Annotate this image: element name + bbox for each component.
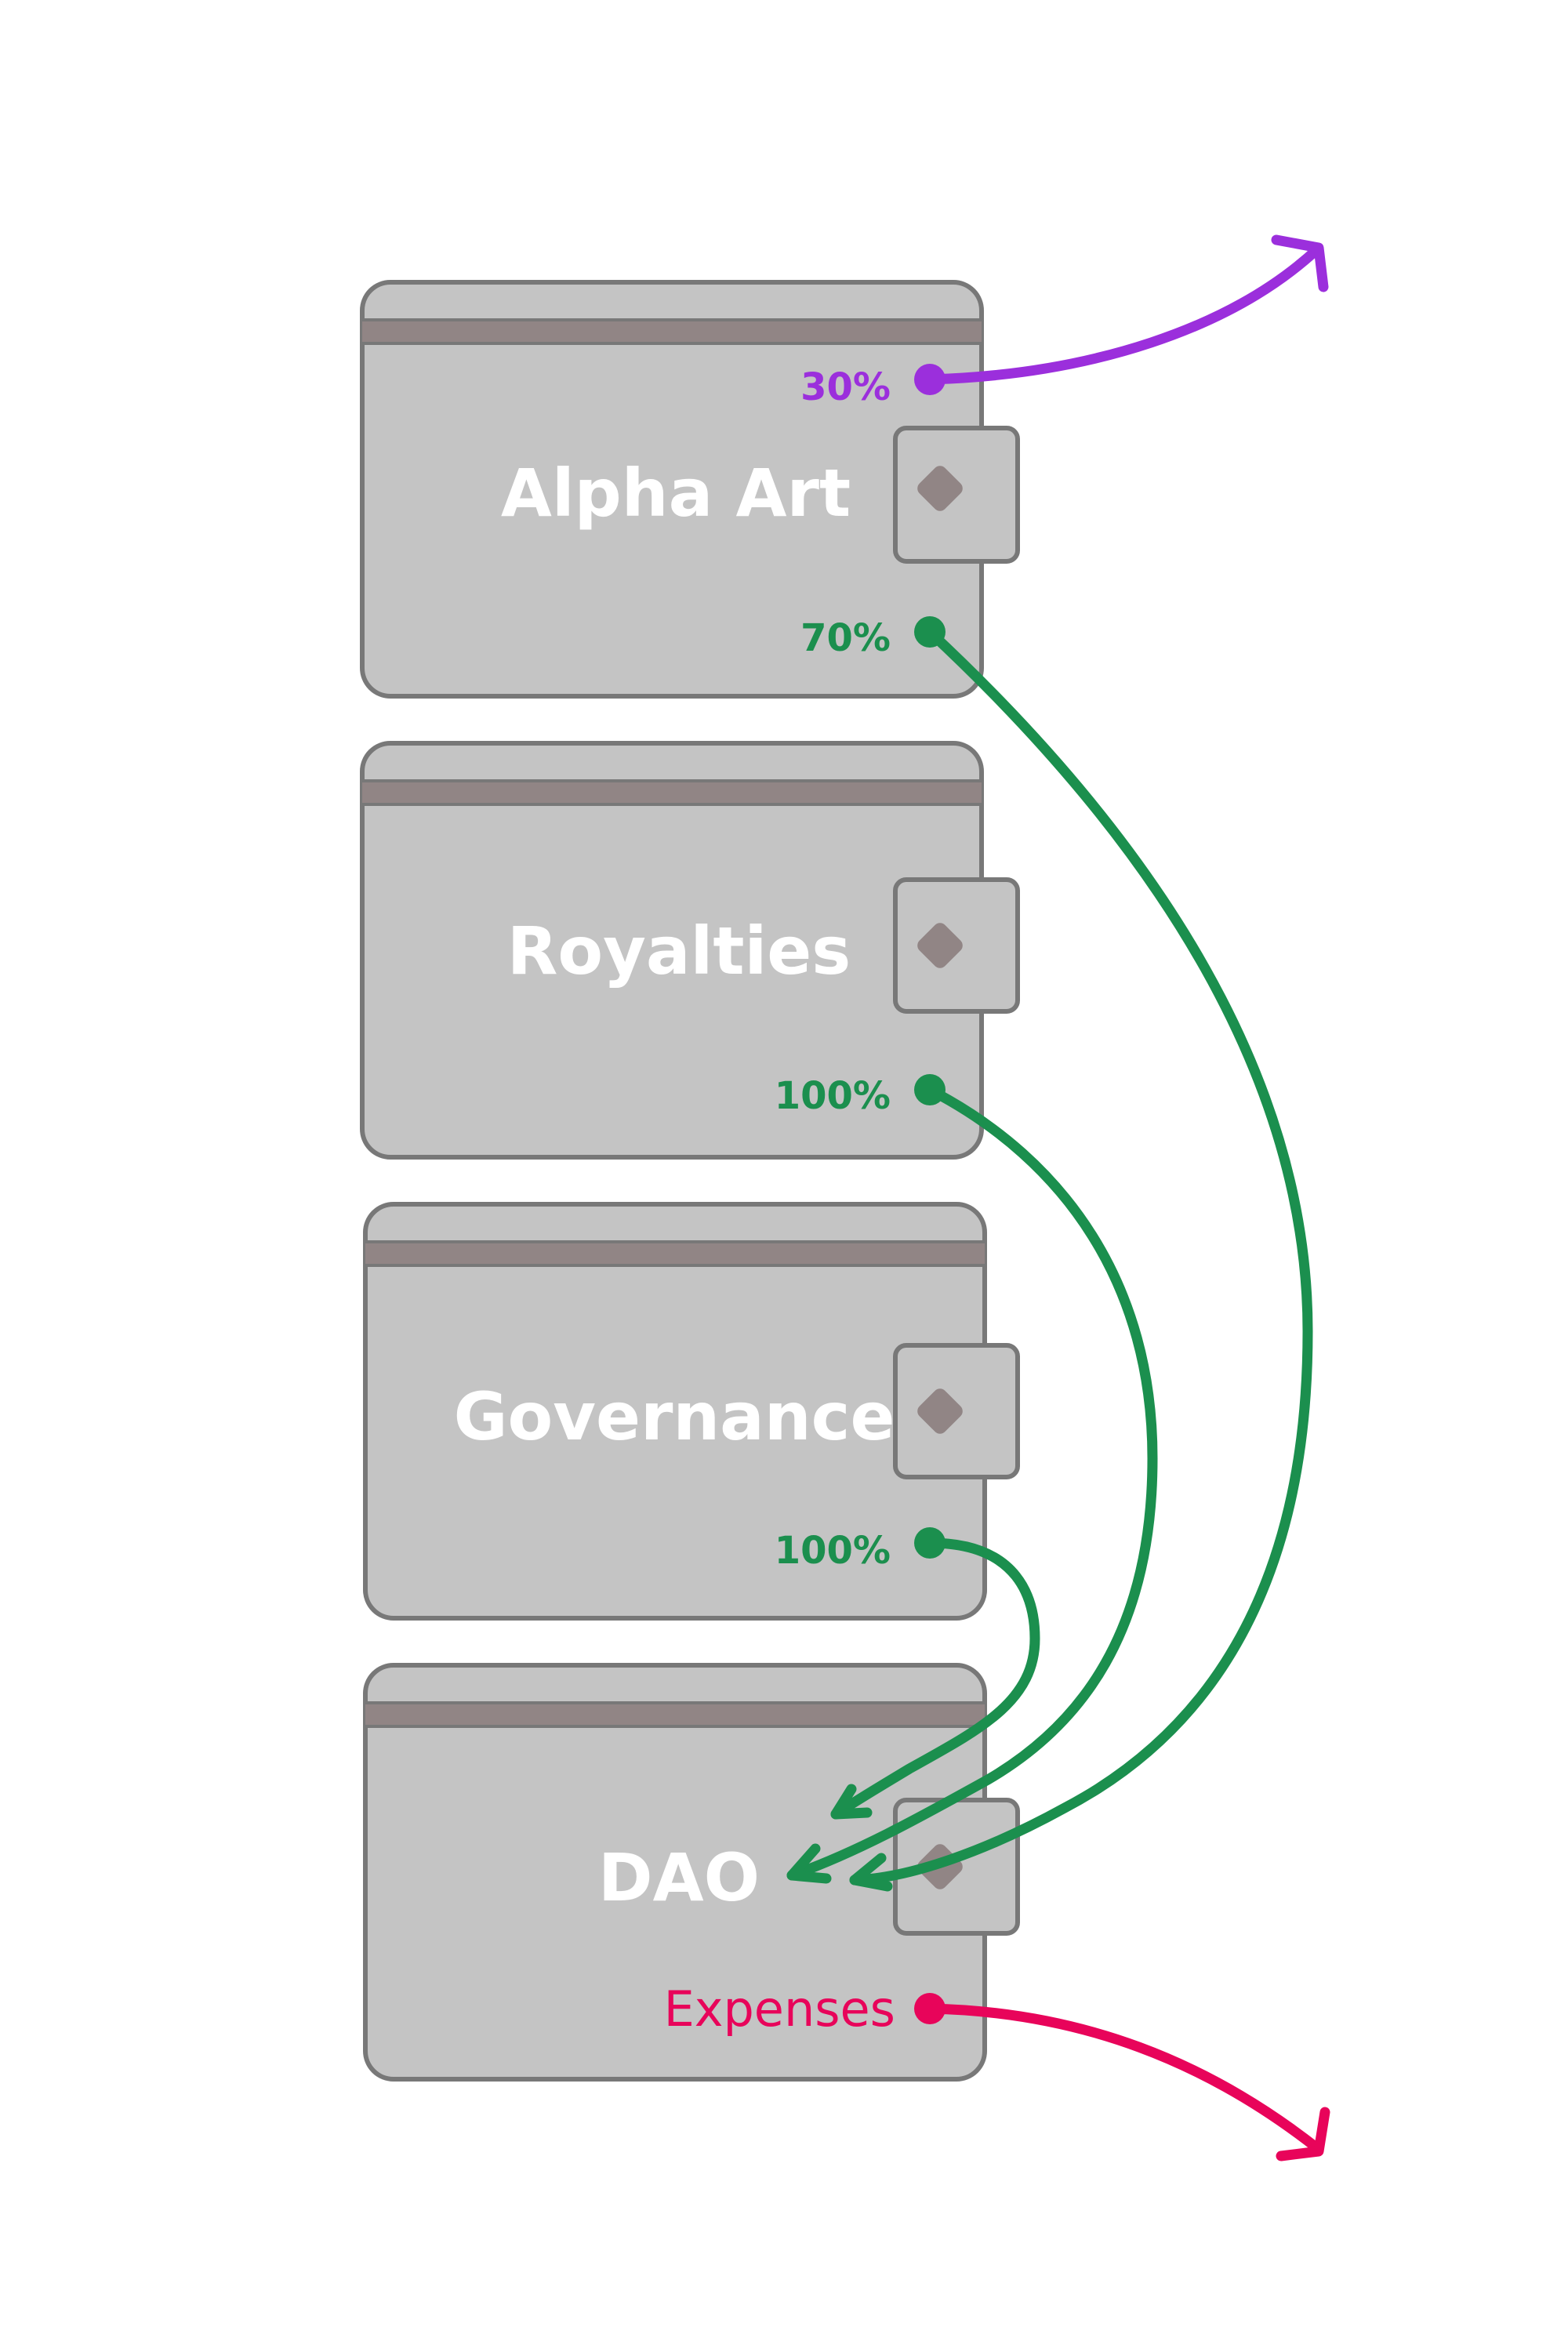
flow-alpha-art-to-dao: 70%: [800, 616, 1313, 1892]
wallet-title: DAO: [598, 1839, 760, 1916]
flow-arrow-line: [830, 1537, 1040, 1820]
arrowhead-icon: [1271, 234, 1329, 292]
wallet-title: Royalties: [507, 913, 851, 989]
flow-alpha-art-out: 30%: [800, 234, 1329, 409]
diamond-icon: [917, 1388, 963, 1434]
flow-source-dot: [914, 1074, 946, 1105]
wallet-stripe: [362, 320, 982, 343]
flow-percent-label: 70%: [800, 616, 891, 660]
arrowhead-icon: [786, 1843, 832, 1884]
flow-percent-label: 100%: [775, 1529, 891, 1573]
wallet-title: Alpha Art: [501, 455, 851, 532]
flow-arrow-line: [849, 626, 1313, 1886]
wallet-royalties: Royalties: [360, 741, 1020, 1160]
flow-expenses-label: Expenses: [664, 1980, 895, 2038]
wallet-alpha-art: Alpha Art: [360, 280, 1020, 699]
flow-source-dot: [914, 364, 946, 395]
flow-governance-to-dao: 100%: [775, 1527, 1040, 1820]
wallet-stripe: [365, 1703, 985, 1726]
flow-royalties-to-dao: 100%: [775, 1074, 1158, 1884]
flow-dao-expenses: Expenses: [664, 1980, 1330, 2161]
flow-arrow-line: [924, 244, 1323, 385]
flow-source-dot: [914, 1527, 946, 1559]
wallet-stripe: [362, 781, 982, 804]
arrowhead-icon: [1276, 2107, 1330, 2161]
flow-source-dot: [914, 616, 946, 648]
flow-percent-label: 30%: [800, 365, 891, 409]
flow-percent-label: 100%: [775, 1074, 891, 1118]
flow-arrow-line: [786, 1084, 1158, 1881]
wallet-stripe: [365, 1242, 985, 1265]
diamond-icon: [917, 923, 963, 968]
wallet-dao: DAO: [363, 1663, 1020, 2082]
wallet-title: Governance: [454, 1378, 895, 1455]
arrowhead-icon: [849, 1853, 893, 1892]
flow-source-dot: [914, 1993, 946, 2024]
arrowhead-icon: [830, 1784, 873, 1820]
flow-arrow-line: [924, 2003, 1323, 2154]
wallet-governance: Governance: [363, 1202, 1020, 1621]
diamond-icon: [917, 466, 963, 511]
